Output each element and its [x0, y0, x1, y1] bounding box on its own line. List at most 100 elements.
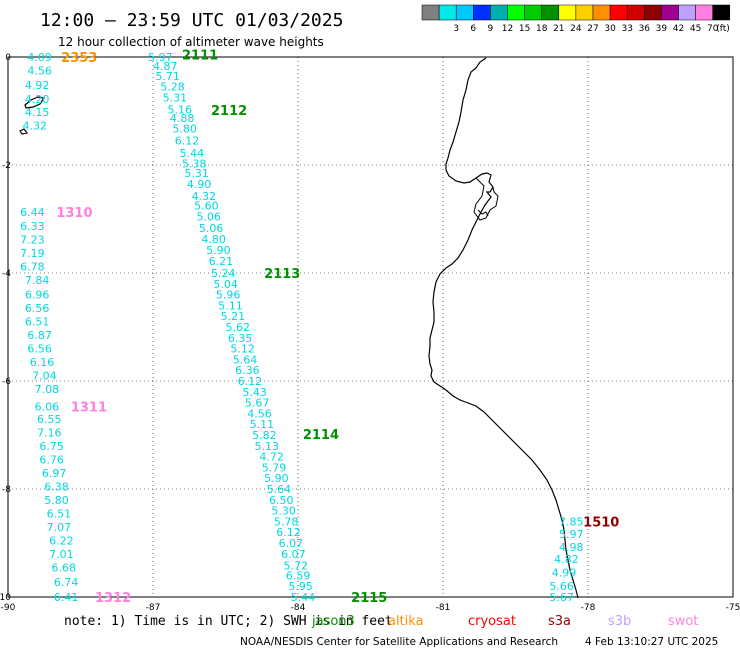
wave-height-value: 5.80 [172, 122, 197, 135]
wave-height-value: 4.87 [153, 60, 178, 73]
satellite-legend-item: s3a [548, 614, 571, 629]
wave-height-value: 5.13 [255, 440, 280, 453]
wave-height-value: 6.51 [47, 507, 72, 520]
pass-time-label: 2353 [61, 51, 97, 66]
wave-height-value: 4.92 [25, 79, 49, 92]
colorbar-swatch [644, 4, 662, 21]
wave-height-value: 6.35 [228, 332, 253, 345]
wave-height-value: 6.12 [276, 526, 301, 539]
longitude-tick-label: -87 [146, 603, 161, 613]
colorbar-swatch [438, 4, 457, 21]
wave-height-value: 7.08 [35, 383, 60, 396]
wave-height-value: 5.97 [559, 528, 584, 541]
colorbar-swatch [575, 4, 594, 21]
satellite-legend-item: altika [388, 614, 424, 629]
colorbar-tick-label: 33 [621, 24, 632, 34]
wave-height-value: 4.80 [201, 233, 226, 246]
graticule [8, 57, 733, 597]
wave-height-value: 6.75 [39, 440, 64, 453]
wave-height-value: 5.71 [155, 70, 180, 83]
satellite-legend-item: s3b [608, 614, 631, 629]
colorbar-tick-label: 21 [553, 24, 564, 34]
wave-height-value: 6.56 [27, 343, 52, 356]
longitude-tick-label: -84 [291, 603, 306, 613]
colorbar-swatch [626, 4, 645, 21]
colorbar-swatch [695, 4, 713, 21]
colorbar-swatch [661, 4, 679, 21]
colorbar-tick-label: 70 [707, 24, 719, 34]
wave-height-value: 5.95 [288, 580, 313, 593]
wave-height-value: 5.06 [197, 210, 222, 223]
wave-height-value: 6.44 [20, 206, 45, 219]
pass-time-label: 1312 [95, 591, 131, 606]
wave-height-value: 4.32 [23, 120, 48, 133]
pass-time-label: 1510 [583, 515, 619, 530]
wave-height-value: 7.04 [32, 370, 57, 383]
wave-height-value: 5.78 [274, 515, 299, 528]
wave-height-value: 5.43 [242, 386, 267, 399]
colorbar-tick-label: 3 [453, 24, 459, 34]
wave-height-value: 6.38 [44, 480, 69, 493]
wave-height-value: 6.22 [49, 534, 73, 547]
colorbar-swatch [524, 4, 542, 21]
wave-height-value: 4.72 [259, 451, 284, 464]
latitude-tick-label: -10 [0, 593, 11, 603]
wave-height-value: 4.15 [25, 106, 49, 119]
pass-time-label: 2113 [264, 267, 300, 282]
wave-height-value: 6.33 [20, 220, 45, 233]
wave-height-value: 6.97 [42, 467, 66, 480]
longitude-tick-label: -81 [436, 603, 451, 613]
wave-height-value: 4.90 [187, 178, 212, 191]
wave-height-value: 5.21 [221, 310, 246, 323]
satellite-legend-item: jason3 [311, 614, 355, 629]
wave-height-value: 6.12 [238, 375, 262, 388]
longitude-tick-label: -78 [581, 603, 596, 613]
pass-time-label: 1311 [71, 400, 107, 415]
island-outline [19, 96, 46, 135]
wave-height-value: 5.97 [148, 51, 173, 64]
pass-time-label: 2112 [211, 104, 247, 119]
wave-height-value: 7.07 [47, 521, 72, 534]
wave-height-value: 4.99 [552, 567, 577, 580]
colorbar-tick-label: 9 [488, 24, 494, 34]
colorbar-swatch [592, 4, 611, 21]
wave-height-value: 6.41 [54, 591, 79, 604]
colorbar-swatch [678, 4, 696, 21]
pass-time-label: 2114 [303, 428, 339, 443]
axis-tick-labels: -90 -87 -84 -81 -78 -75 0 -2 -4 -6 -8 -10 [0, 53, 740, 613]
wave-height-value: 6.55 [37, 413, 62, 426]
wave-height-value: 5.44 [180, 147, 205, 160]
wave-height-value: 5.64 [233, 353, 258, 366]
colorbar-tick-label: 6 [470, 24, 476, 34]
wave-height-value: 5.11 [218, 299, 243, 312]
wave-height-value: 6.16 [30, 356, 55, 369]
colorbar-tick-label: 15 [519, 24, 530, 34]
wave-height-value: 5.30 [271, 505, 296, 518]
wave-height-value: 5.31 [184, 167, 209, 180]
wave-height-value: 5.79 [262, 461, 287, 474]
wave-height-value: 5.66 [549, 580, 574, 593]
latitude-tick-label: -4 [2, 269, 11, 279]
colorbar-tick-label: 30 [604, 24, 616, 34]
credit-text: NOAA/NESDIS Center for Satellite Applica… [240, 636, 558, 648]
wave-height-value: 6.96 [25, 289, 49, 302]
latitude-tick-label: 0 [5, 53, 11, 63]
pass-time-label: 2115 [351, 591, 387, 606]
wave-height-value: 6.87 [27, 329, 52, 342]
wave-height-value: 5.96 [216, 289, 241, 302]
wave-height-value: 5.31 [163, 92, 188, 105]
wave-height-value: 4.20 [25, 93, 49, 106]
wave-height-value: 4.88 [170, 112, 195, 125]
pass-time-label: 1310 [56, 206, 92, 221]
wave-height-value: 6.51 [25, 316, 49, 329]
wave-height-value: 6.36 [235, 364, 260, 377]
wave-height-value: 6.12 [175, 135, 200, 148]
wave-height-value: 6.07 [281, 548, 306, 561]
wave-height-value: 6.06 [35, 400, 60, 413]
colorbar-tick-label: 27 [587, 24, 598, 34]
colorbar-unit-label: (ft) [716, 24, 730, 34]
coastline-inlet [473, 177, 499, 221]
wave-height-value: 4.82 [554, 553, 579, 566]
colorbar-swatch [609, 4, 628, 21]
